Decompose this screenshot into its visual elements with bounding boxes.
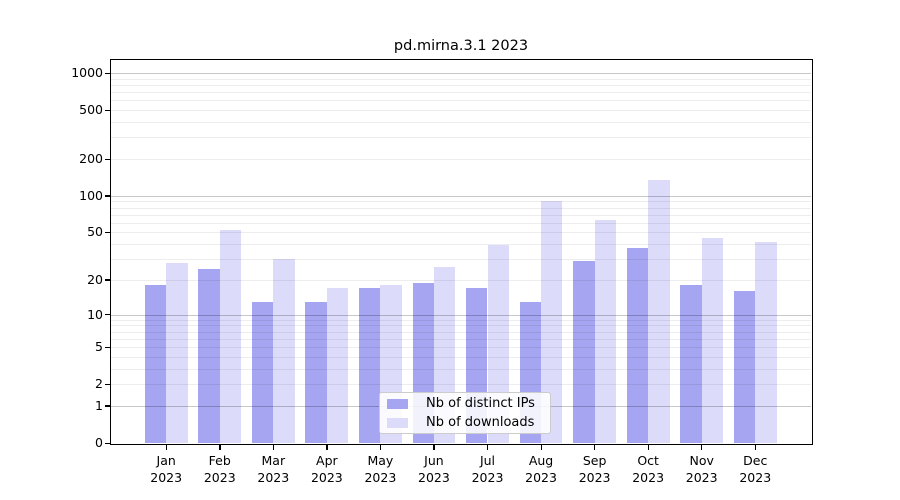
bar-downloads-sep (594, 220, 616, 443)
y-axis-tick (105, 231, 111, 234)
bar-downloads-dec (755, 241, 777, 443)
x-tick-label: Nov 2023 (685, 453, 718, 485)
gridline-minor (111, 222, 811, 224)
bar-distinct-ips-dec (733, 291, 756, 443)
bar-distinct-ips-jan (144, 285, 167, 443)
y-tick-label: 0 (95, 435, 103, 450)
x-tick-label: Dec 2023 (739, 453, 772, 485)
gridline-minor (111, 232, 811, 234)
y-axis-tick (105, 314, 111, 316)
bar-downloads-mar (273, 259, 295, 443)
y-axis-tick (105, 346, 111, 348)
y-axis-tick (105, 109, 111, 111)
bar-distinct-ips-feb (198, 268, 220, 443)
x-axis-tick (272, 444, 275, 450)
y-tick-label: 1 (95, 397, 103, 413)
bar-distinct-ips-may (359, 288, 381, 443)
x-axis-tick (701, 444, 703, 450)
gridline-minor (111, 78, 811, 80)
y-axis-tick (105, 158, 111, 160)
x-tick-label: Apr 2023 (310, 453, 343, 485)
x-axis-tick (647, 444, 649, 450)
gridline-minor (111, 122, 811, 124)
bar-downloads-nov (701, 237, 724, 443)
bar-distinct-ips-mar (251, 301, 274, 443)
bar-downloads-oct (648, 179, 670, 443)
gridline-minor (111, 92, 811, 94)
gridline-minor (111, 110, 811, 112)
y-tick-label: 50 (87, 224, 103, 240)
bar-downloads-jan (166, 262, 188, 443)
legend-label: Nb of distinct IPs (426, 396, 535, 411)
x-axis-tick (219, 444, 221, 450)
x-tick-label: Aug 2023 (525, 453, 557, 485)
y-tick-label: 1000 (71, 65, 103, 81)
gridline-major (111, 73, 811, 75)
bar-downloads-aug (541, 200, 563, 443)
y-tick-label: 2 (95, 376, 103, 392)
y-axis-tick (105, 72, 111, 74)
x-axis-tick (379, 444, 382, 450)
y-tick-label: 20 (87, 271, 103, 287)
gridline-minor (111, 100, 811, 102)
y-axis-tick (105, 195, 111, 197)
bar-downloads-feb (219, 230, 242, 443)
x-axis-tick (433, 444, 435, 450)
x-tick-label: May 2023 (364, 453, 397, 485)
x-tick-label: Mar 2023 (257, 453, 290, 485)
x-tick-label: Jan 2023 (150, 453, 183, 485)
x-tick-label: Jul 2023 (471, 453, 504, 485)
gridline-minor (111, 201, 811, 203)
x-axis-tick (594, 444, 596, 450)
x-tick-label: Oct 2023 (632, 453, 665, 485)
y-tick-label: 200 (79, 151, 103, 167)
y-axis-tick (105, 442, 111, 444)
chart-legend: Nb of distinct IPs Nb of downloads (379, 392, 551, 434)
legend-item-downloads: Nb of downloads (380, 414, 550, 431)
bar-distinct-ips-sep (573, 260, 595, 443)
gridline-minor (111, 207, 811, 209)
x-axis-tick (754, 444, 757, 450)
bar-distinct-ips-apr (305, 301, 327, 443)
bar-distinct-ips-oct (626, 248, 649, 443)
gridline-minor (111, 84, 811, 86)
x-axis-tick (165, 444, 167, 450)
y-tick-label: 5 (95, 339, 103, 355)
legend-label: Nb of downloads (426, 415, 535, 430)
y-axis-tick (105, 405, 111, 407)
y-tick-label: 100 (79, 187, 103, 203)
gridline-minor (111, 159, 811, 161)
x-tick-label: Sep 2023 (578, 453, 611, 485)
legend-swatch-distinct-ips (387, 398, 408, 409)
gridline-minor (111, 214, 811, 216)
y-tick-label: 10 (87, 306, 103, 322)
y-axis-tick (105, 383, 111, 385)
legend-item-distinct-ips: Nb of distinct IPs (380, 395, 550, 412)
legend-swatch-downloads (387, 417, 408, 428)
gridline-major (111, 195, 811, 197)
x-tick-label: Feb 2023 (203, 453, 236, 485)
x-axis-tick (326, 444, 328, 450)
y-axis-tick (105, 279, 111, 281)
chart-title: pd.mirna.3.1 2023 (393, 38, 529, 54)
x-axis-tick (487, 444, 489, 450)
x-tick-label: Jun 2023 (418, 453, 450, 485)
y-tick-label: 500 (79, 102, 103, 118)
gridline-minor (111, 137, 811, 139)
x-axis-tick (540, 444, 542, 450)
bar-distinct-ips-nov (680, 285, 702, 443)
bar-downloads-apr (326, 288, 349, 443)
